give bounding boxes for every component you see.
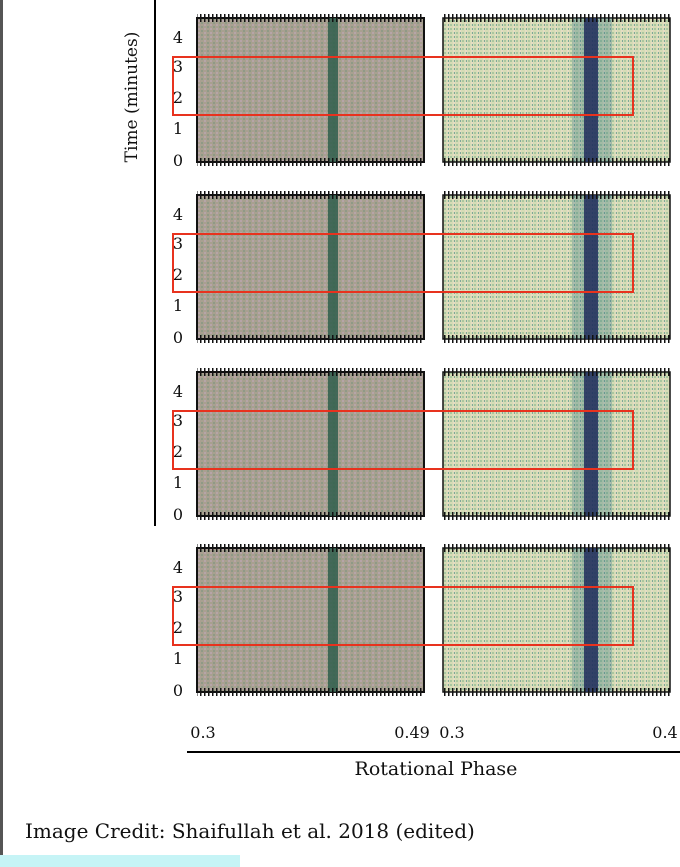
waterfall-panel: [196, 17, 425, 163]
highlight-box: [172, 586, 634, 646]
edge-ticks: [443, 688, 670, 696]
edge-ticks: [443, 544, 670, 552]
edge-ticks: [197, 14, 424, 22]
edge-ticks: [197, 158, 424, 166]
waterfall-panel: [442, 17, 671, 163]
waterfall-panel: [442, 547, 671, 693]
pulse-trace: [584, 195, 598, 339]
y-tick-label: 2: [173, 442, 183, 461]
waterfall-panel: [442, 194, 671, 340]
y-tick-label: 1: [173, 473, 183, 492]
edge-ticks: [443, 158, 670, 166]
caption-box: [0, 855, 240, 867]
edge-ticks: [443, 512, 670, 520]
pulse-trace: [328, 195, 338, 339]
edge-ticks: [443, 335, 670, 343]
y-tick-label: 2: [173, 88, 183, 107]
waterfall-panel: [196, 547, 425, 693]
y-tick-label: 1: [173, 119, 183, 138]
y-tick-label: 0: [173, 151, 183, 170]
x-tick-label: 0.4: [652, 723, 677, 742]
y-tick-label: 4: [173, 205, 183, 224]
y-tick-label: 4: [173, 382, 183, 401]
pulse-trace: [584, 18, 598, 162]
y-tick-label: 4: [173, 558, 183, 577]
pulse-trace: [584, 548, 598, 692]
edge-ticks: [443, 191, 670, 199]
highlight-box: [172, 233, 634, 293]
y-tick-label: 0: [173, 505, 183, 524]
x-tick-label: 0.3: [190, 723, 215, 742]
y-tick-label: 2: [173, 618, 183, 637]
y-tick-label: 0: [173, 328, 183, 347]
edge-ticks: [197, 688, 424, 696]
edge-ticks: [443, 368, 670, 376]
x-axis-label: Rotational Phase: [355, 758, 518, 780]
image-credit: Image Credit: Shaifullah et al. 2018 (ed…: [25, 819, 475, 843]
pulse-trace: [328, 372, 338, 516]
y-tick-label: 3: [173, 234, 183, 253]
y-tick-label: 0: [173, 681, 183, 700]
y-tick-label: 3: [173, 57, 183, 76]
edge-ticks: [443, 14, 670, 22]
x-tick-label: 0.3: [439, 723, 464, 742]
y-tick-label: 4: [173, 28, 183, 47]
pulse-trace: [328, 18, 338, 162]
waterfall-panel: [196, 194, 425, 340]
waterfall-panel: [442, 371, 671, 517]
panels: 4 3 2 1 0 4 3 2 1 0 4 3 2 1 0 4 3 2 1 0: [172, 14, 671, 700]
y-tick-label: 3: [173, 411, 183, 430]
edge-ticks: [197, 368, 424, 376]
left-border: [0, 0, 3, 867]
y-tick-label: 1: [173, 649, 183, 668]
waterfall-panel: [196, 371, 425, 517]
pulse-trace: [584, 372, 598, 516]
y-tick-label: 3: [173, 587, 183, 606]
edge-ticks: [197, 335, 424, 343]
y-tick-label: 1: [173, 296, 183, 315]
y-axis-label: Time (minutes): [122, 32, 142, 163]
edge-ticks: [197, 544, 424, 552]
pulse-trace: [328, 548, 338, 692]
edge-ticks: [197, 512, 424, 520]
y-tick-label: 2: [173, 265, 183, 284]
highlight-box: [172, 56, 634, 116]
x-tick-label: 0.49: [394, 723, 430, 742]
edge-ticks: [197, 191, 424, 199]
highlight-box: [172, 410, 634, 470]
